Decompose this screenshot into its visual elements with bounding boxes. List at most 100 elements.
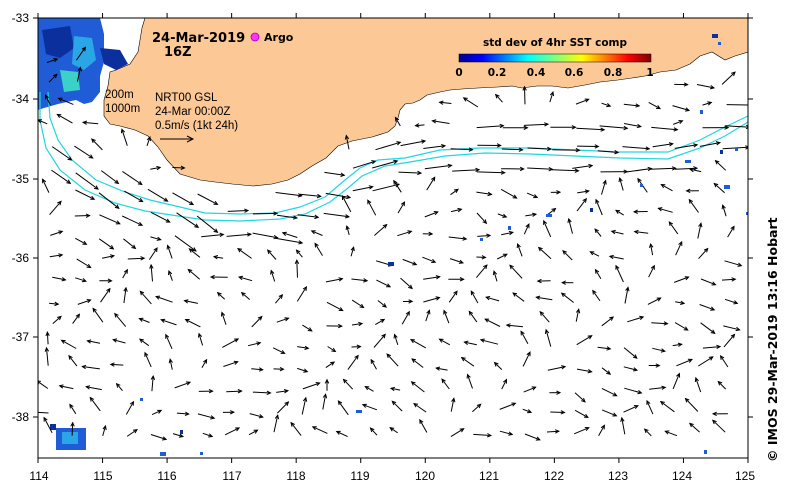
current-vector-head xyxy=(460,356,466,362)
current-vector-head xyxy=(386,283,392,288)
current-vector xyxy=(524,433,540,441)
current-vector-head xyxy=(526,351,531,357)
current-vector-head xyxy=(543,219,548,225)
current-vector-head xyxy=(284,401,290,406)
current-vector xyxy=(122,269,128,279)
current-vector xyxy=(624,387,642,394)
current-vector xyxy=(202,432,213,437)
sst-pixel xyxy=(356,410,362,413)
current-vector xyxy=(121,129,128,146)
current-vector xyxy=(476,171,505,174)
current-vector-head xyxy=(523,125,529,130)
current-vector xyxy=(393,180,402,193)
current-vector-head xyxy=(635,103,641,108)
current-vector-head xyxy=(709,85,716,90)
current-vector-head xyxy=(52,73,58,79)
current-vector xyxy=(647,297,661,305)
current-vector xyxy=(621,417,626,435)
lon-tick-label: 119 xyxy=(350,469,369,483)
product-time: 24-Mar 00:00Z xyxy=(155,106,230,118)
current-vector xyxy=(374,224,388,236)
current-vector-head xyxy=(419,418,424,424)
current-vector xyxy=(386,353,399,367)
current-vector-head xyxy=(560,410,566,415)
current-vector-head xyxy=(345,224,350,231)
current-vector xyxy=(702,346,721,349)
current-vector-head xyxy=(618,177,623,183)
sst-satellite-patch-south xyxy=(50,424,86,450)
colorbar-tick-label: 0.4 xyxy=(527,67,546,79)
current-vector-head xyxy=(411,358,417,363)
current-vector xyxy=(624,287,629,304)
current-vector-head xyxy=(120,128,126,134)
current-vector-head xyxy=(278,294,284,299)
current-vector-head xyxy=(594,144,600,149)
current-vector-head xyxy=(496,143,502,148)
current-vector-head xyxy=(109,254,116,259)
current-vector xyxy=(139,338,150,347)
current-vector xyxy=(375,141,401,151)
current-vector-head xyxy=(657,207,663,212)
current-vector xyxy=(423,145,446,149)
current-vector-head xyxy=(337,400,343,406)
current-vector xyxy=(723,325,740,331)
lon-axis: 114 115 116 117 118 119 120 121 122 123 … xyxy=(29,469,755,483)
current-vector-head xyxy=(220,311,226,317)
isobath-1000m xyxy=(39,92,748,222)
current-vector xyxy=(168,270,173,281)
current-vector xyxy=(526,192,538,198)
current-vector xyxy=(46,332,49,345)
current-vector-head xyxy=(584,189,590,194)
current-vector-head xyxy=(575,308,581,314)
current-vector-head xyxy=(606,370,612,375)
current-vector-head xyxy=(346,194,352,200)
current-vector-head xyxy=(229,410,235,415)
current-vector-head xyxy=(632,367,639,372)
current-vector-head xyxy=(683,82,689,87)
current-vector xyxy=(311,230,323,236)
current-vector-head xyxy=(574,168,580,173)
current-vector xyxy=(690,168,702,173)
current-vector-head xyxy=(592,289,597,295)
current-vector-head xyxy=(733,300,739,305)
current-vector-head xyxy=(340,172,346,177)
current-vector-head xyxy=(659,400,665,406)
current-vector-head xyxy=(246,232,253,237)
current-vector-head xyxy=(284,317,290,322)
current-vector-head xyxy=(137,180,143,186)
current-vector xyxy=(38,380,49,389)
current-vector xyxy=(352,160,376,169)
current-vector-head xyxy=(567,217,572,224)
current-vector xyxy=(623,405,639,413)
lon-tick-label: 116 xyxy=(157,469,176,483)
current-vector-head xyxy=(58,253,64,258)
current-vector-head xyxy=(685,107,691,112)
current-vector xyxy=(539,311,550,323)
colorbar-tick-label: 0.8 xyxy=(604,67,623,79)
current-vector xyxy=(727,226,735,238)
current-vector xyxy=(674,322,688,331)
lat-tick-label: -37 xyxy=(12,330,30,344)
current-vector-head xyxy=(153,247,158,253)
current-vector xyxy=(197,193,218,205)
current-vector-head xyxy=(138,338,144,343)
current-vector-head xyxy=(714,159,720,165)
current-vector-head xyxy=(606,346,612,351)
current-vector-head xyxy=(380,318,386,323)
current-vector-head xyxy=(656,297,662,302)
current-vector-head xyxy=(61,277,67,282)
current-vector-head xyxy=(66,179,72,184)
current-vector-head xyxy=(257,315,263,321)
current-vector xyxy=(113,339,126,344)
current-vector-head xyxy=(600,424,605,430)
current-vector xyxy=(74,145,93,159)
current-vector-head xyxy=(476,403,482,409)
axis-ticks xyxy=(33,13,753,463)
current-vector-head xyxy=(482,219,488,225)
current-vector xyxy=(176,412,189,415)
current-vector xyxy=(413,403,427,413)
current-vector xyxy=(624,123,641,128)
current-vector xyxy=(169,359,173,370)
current-vector-head xyxy=(508,431,514,436)
current-vector xyxy=(592,290,601,302)
